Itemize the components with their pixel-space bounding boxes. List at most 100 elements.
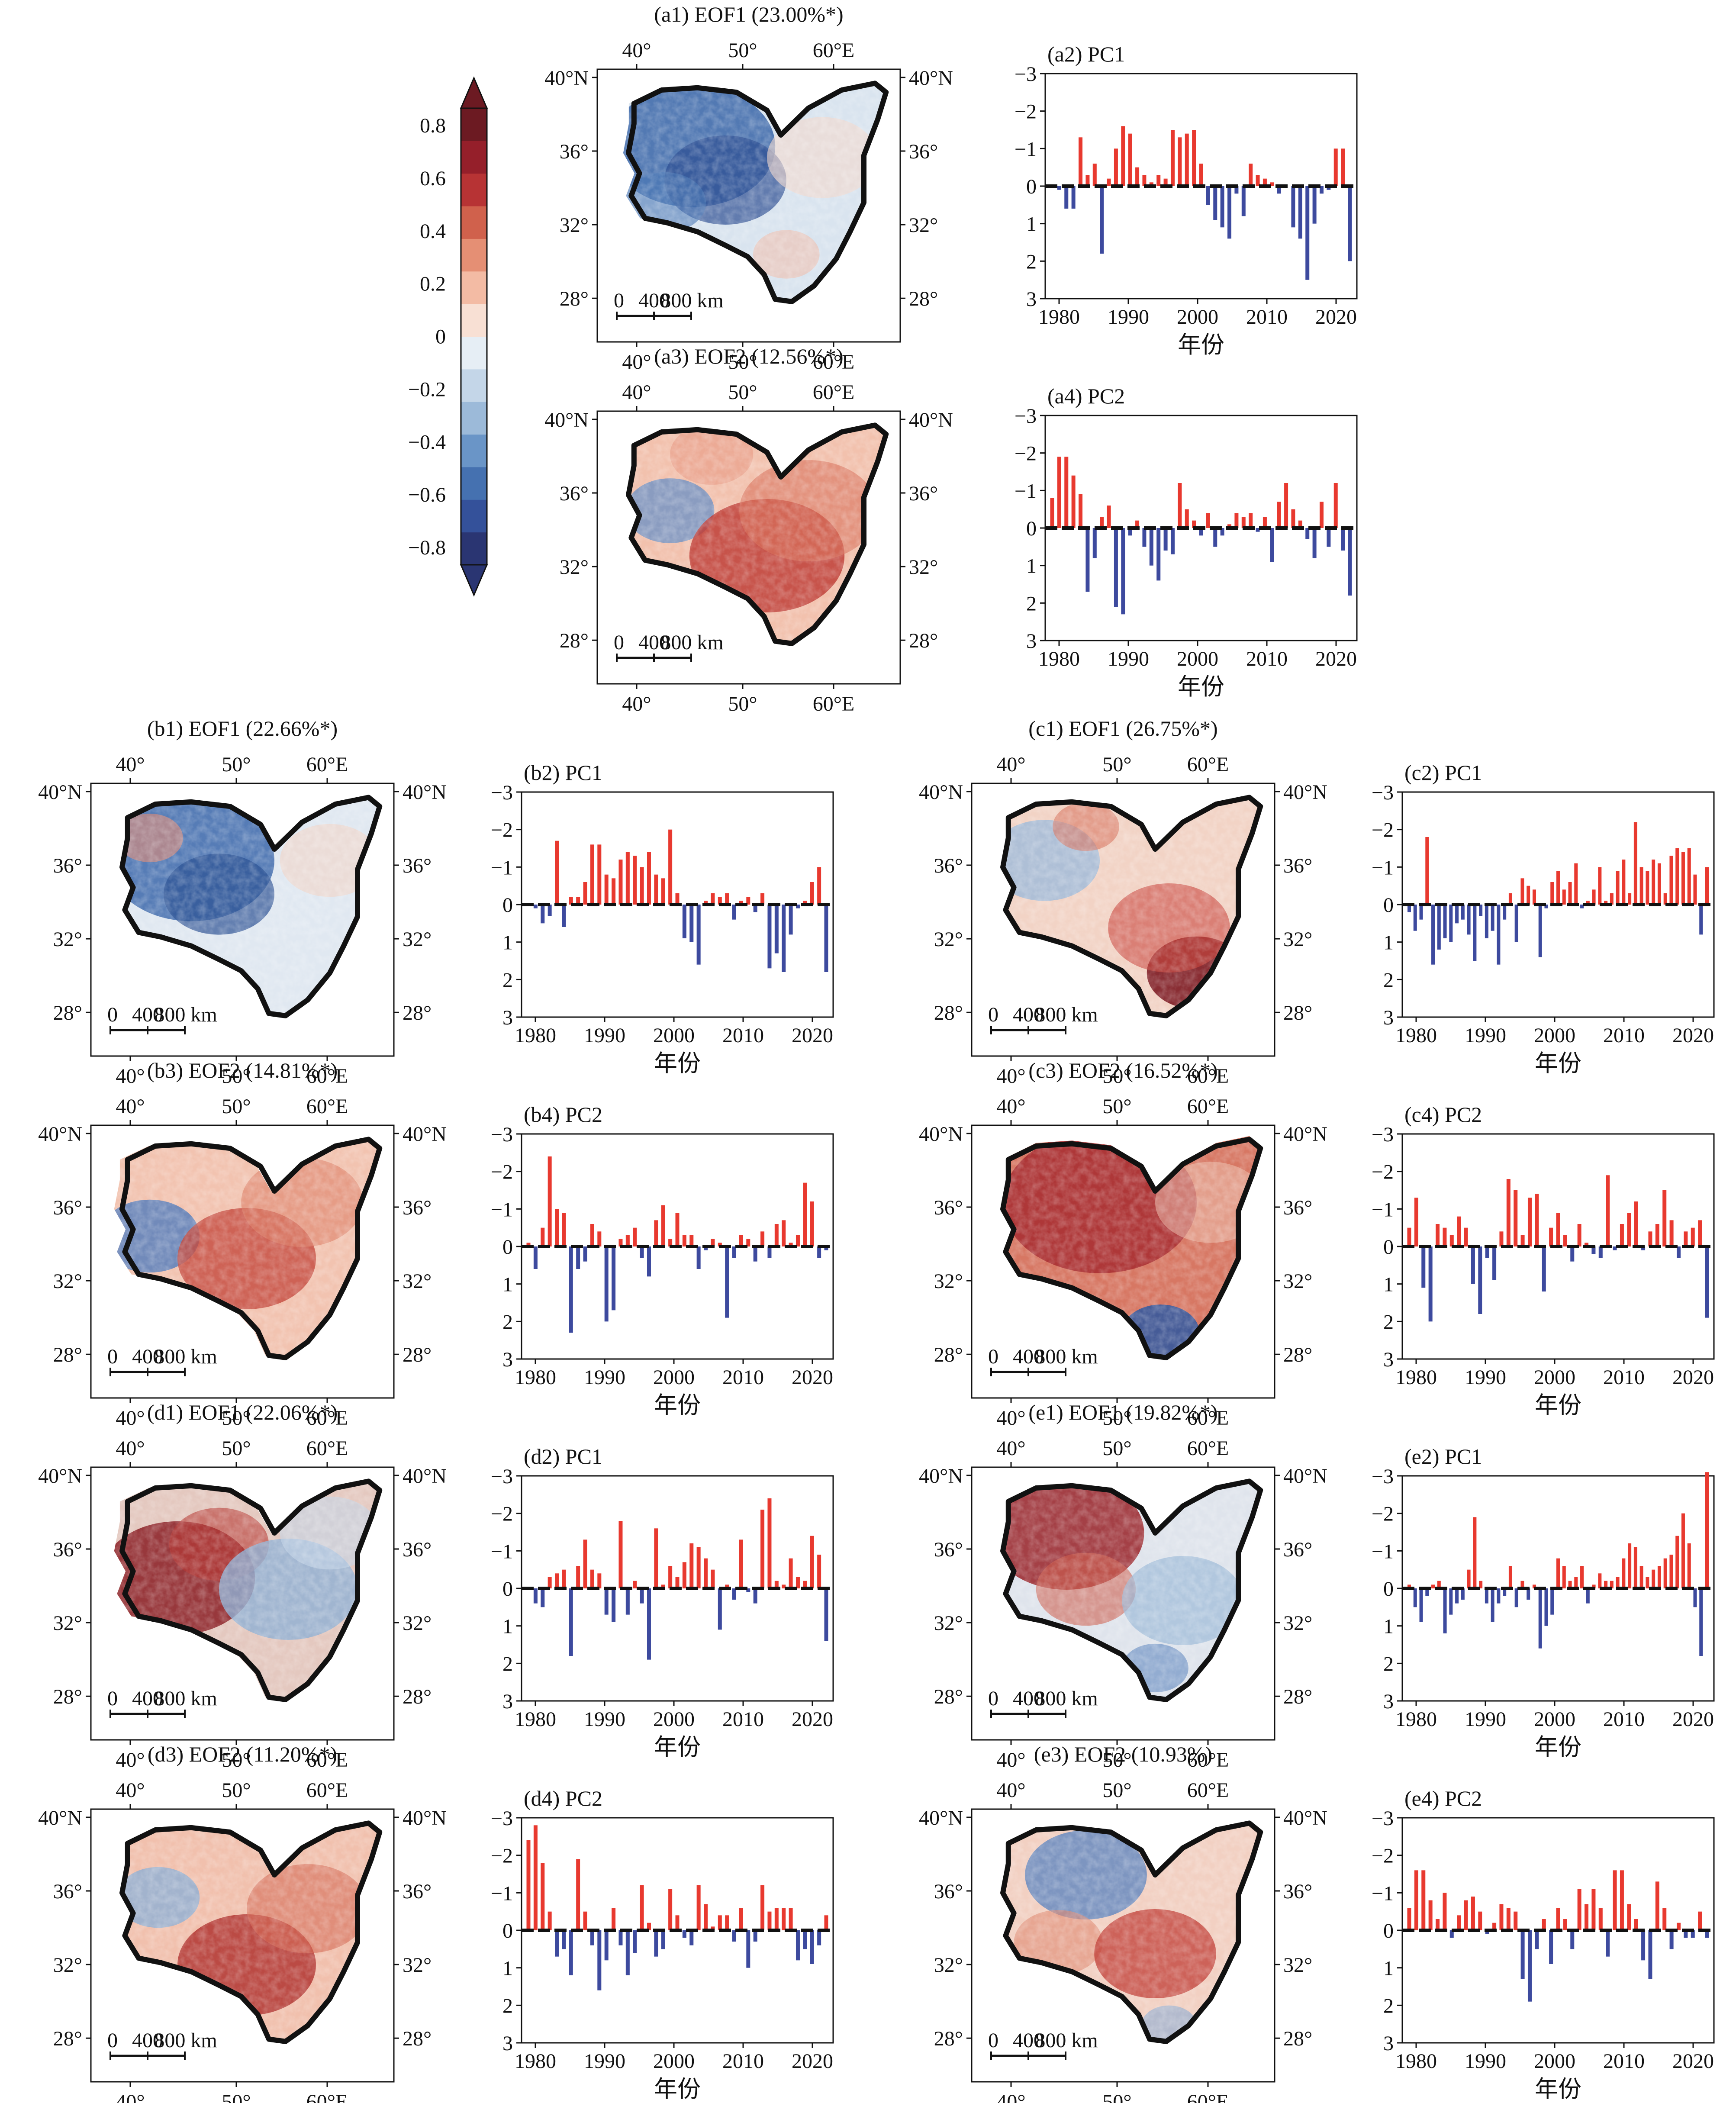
region-boundary — [119, 1137, 383, 1360]
pc-y-tick-label: −1 — [491, 1198, 513, 1221]
pc-bar — [1142, 528, 1147, 547]
lon-tick-label-top: 60°E — [306, 753, 348, 776]
pc-bar — [718, 1243, 722, 1246]
lon-tick-label-bottom: 50° — [1102, 1065, 1131, 1088]
pc-bar — [810, 882, 814, 905]
pc-bar — [1170, 130, 1175, 186]
lat-tick-label-left: 36° — [560, 140, 589, 163]
pc-bar — [1506, 1908, 1511, 1930]
pc-bar — [555, 1573, 559, 1588]
pc-y-tick-label: 1 — [1383, 1957, 1394, 1980]
map-title: (c1) EOF1 (26.75%*) — [1028, 716, 1217, 741]
lat-tick-label-right: 36° — [403, 854, 432, 877]
pc-bar — [1163, 178, 1168, 186]
pc-bar — [753, 905, 757, 912]
lon-tick-label-bottom: 50° — [1102, 2090, 1131, 2103]
lon-tick-label-top: 60°E — [1187, 753, 1229, 776]
pc-bar — [1079, 494, 1083, 528]
pc-bar — [1698, 1911, 1702, 1930]
pc-bar — [597, 844, 602, 905]
pc-x-tick-label: 2000 — [1534, 1708, 1575, 1731]
pc-bar — [1693, 1588, 1697, 1607]
map-title: (e1) EOF1 (19.82%*) — [1028, 1400, 1217, 1424]
pc-bar — [1473, 905, 1477, 961]
lon-tick-label-top: 50° — [222, 753, 251, 776]
pc-y-tick-label: 2 — [1383, 969, 1394, 992]
pc-y-tick-label: 0 — [1383, 1578, 1394, 1601]
pc-bar — [1457, 1216, 1461, 1246]
map-title: (b3) EOF2 (14.81%*) — [147, 1058, 338, 1082]
pc-y-tick-label: 3 — [502, 2032, 513, 2055]
pc-bar — [1485, 1588, 1488, 1604]
pc-bar — [590, 1224, 594, 1246]
pc-bar — [1149, 182, 1153, 186]
pc-bar — [1333, 148, 1338, 186]
pc-y-tick-label: −2 — [1372, 1845, 1394, 1868]
pc-bar — [1220, 186, 1224, 228]
pc-bar — [1538, 905, 1542, 957]
pc-bar — [597, 1231, 602, 1246]
pc-bar — [1652, 860, 1655, 905]
lat-tick-label-left: 40°N — [38, 1465, 82, 1488]
pc-bar — [661, 1930, 665, 1949]
pc-bar — [1425, 837, 1429, 905]
pc-bar — [1121, 528, 1125, 615]
pc-bar — [1270, 182, 1274, 186]
lat-tick-label-left: 28° — [53, 1002, 82, 1024]
pc-bar — [746, 1930, 750, 1968]
pc-bar — [661, 1584, 665, 1588]
pc-bar — [767, 1246, 772, 1258]
pc-bar — [1669, 1555, 1673, 1588]
pc-bar — [1606, 1930, 1610, 1957]
pc-x-tick-label: 1990 — [584, 2050, 625, 2073]
pc-bar — [1698, 1220, 1702, 1246]
pc-bar — [1598, 867, 1602, 905]
pc-bar — [1610, 893, 1614, 905]
lon-tick-label-top: 40° — [996, 1095, 1025, 1118]
map-title: (a1) EOF1 (23.00%*) — [654, 2, 843, 26]
lat-tick-label-right: 40°N — [1283, 1123, 1327, 1146]
colorbar-tick-label: −0.2 — [408, 378, 446, 401]
pc-bar — [789, 1908, 793, 1930]
colorbar-tick-label: 0 — [435, 325, 446, 348]
pc-bar — [533, 1246, 538, 1269]
lon-tick-label-bottom: 50° — [222, 1749, 251, 1771]
colorbar-segment — [461, 467, 487, 500]
pc-bar — [1249, 513, 1253, 528]
pc-bar — [647, 1588, 651, 1660]
map-title: (d1) EOF1 (22.06%*) — [147, 1400, 338, 1424]
pc-x-tick-label: 2010 — [1246, 306, 1288, 328]
pc-bar — [576, 897, 580, 905]
pc-x-tick-label: 1980 — [515, 1708, 556, 1731]
pc-bar — [824, 1915, 828, 1930]
pc-y-tick-label: −2 — [1372, 819, 1394, 842]
pc-bar — [760, 1510, 765, 1588]
pc-bar — [618, 1239, 623, 1246]
pc-bar — [1648, 1930, 1652, 1979]
pc-bar — [1687, 1543, 1691, 1588]
pc-x-axis-label: 年份 — [1535, 1050, 1581, 1076]
pc-bar — [1655, 1881, 1659, 1930]
lat-tick-label-left: 28° — [53, 2027, 82, 2050]
colorbar-extend-bottom — [460, 564, 488, 597]
lat-tick-label-left: 32° — [934, 928, 963, 951]
pc-bar — [1461, 905, 1465, 920]
pc-bar — [739, 1539, 743, 1588]
pc-bar — [1461, 1588, 1465, 1600]
pc-bar — [1100, 517, 1104, 528]
pc-bar — [753, 1588, 757, 1604]
pc-y-tick-label: 3 — [1383, 2032, 1394, 2055]
pc-x-tick-label: 2010 — [722, 1366, 764, 1389]
pc-bar — [682, 1930, 686, 1938]
pc-bar — [767, 905, 772, 969]
lat-tick-label-left: 32° — [934, 1270, 963, 1293]
pc-bar — [1436, 1919, 1440, 1930]
pc-bar — [555, 841, 559, 905]
pc-bar — [1213, 186, 1217, 220]
pc-bar — [789, 1243, 793, 1246]
pc-bar — [597, 1930, 602, 1990]
pc-bar — [803, 1581, 807, 1588]
pc-bar — [732, 1588, 736, 1600]
pc-bar — [711, 1569, 715, 1588]
